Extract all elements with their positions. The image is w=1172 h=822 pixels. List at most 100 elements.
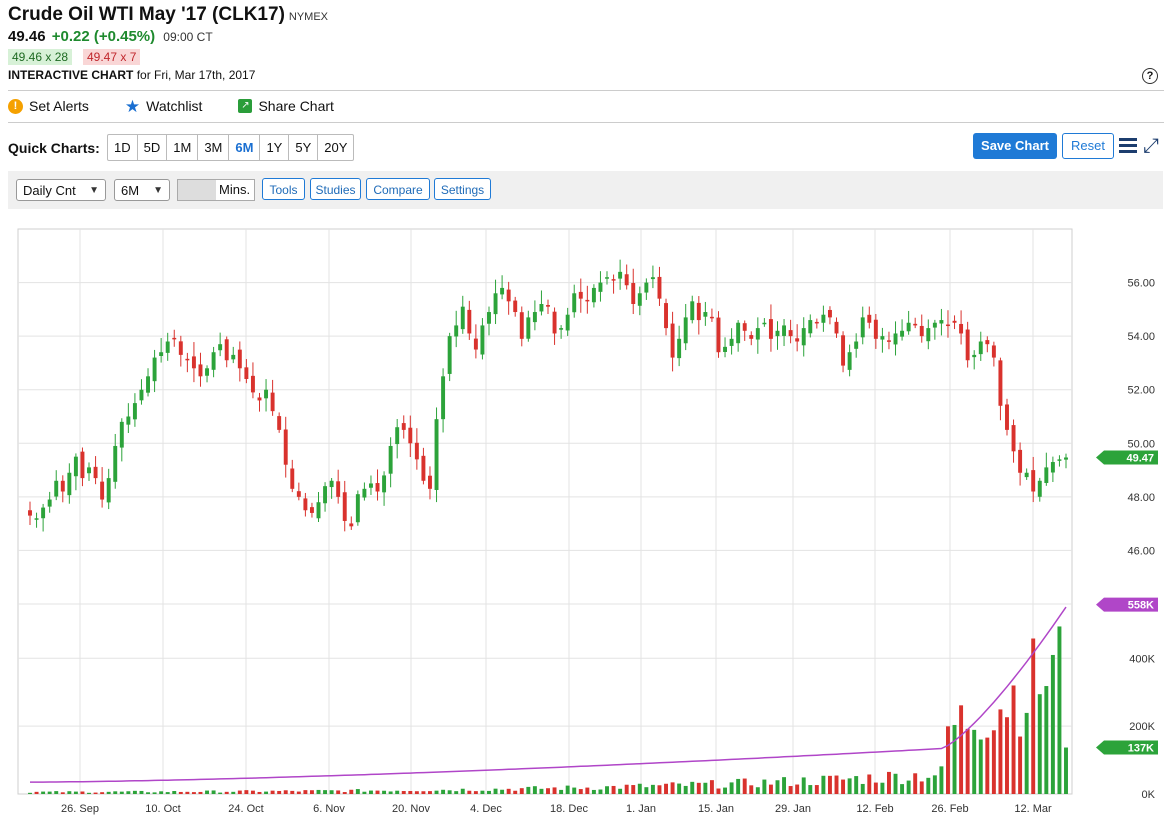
volume-bar (211, 790, 216, 794)
candle-body (841, 335, 846, 366)
volume-bar (598, 789, 603, 794)
volume-bar (73, 791, 78, 794)
candle-body (441, 376, 446, 420)
candle-body (847, 352, 852, 370)
volume-bar (893, 773, 898, 794)
range-button-5y[interactable]: 5Y (289, 135, 319, 160)
save-chart-button[interactable]: Save Chart (973, 133, 1057, 159)
volume-bar (126, 791, 131, 794)
volume-bar (827, 775, 832, 794)
volume-bar (336, 790, 341, 794)
volume-bar (113, 791, 118, 794)
alert-icon: ! (8, 98, 23, 114)
candle-body (119, 421, 124, 448)
volume-bar (736, 778, 741, 794)
volume-bar (841, 779, 846, 794)
price-chart[interactable]: 26. Sep 10. Oct 24. Oct 6. Nov 20. Nov 4. Dec… (0, 220, 1172, 820)
volume-bar (172, 791, 177, 794)
candle-body (546, 305, 550, 307)
volume-bar (965, 728, 970, 794)
candle-body (860, 317, 865, 338)
candle-body (900, 330, 905, 337)
volume-bar (493, 788, 498, 794)
reset-button[interactable]: Reset (1062, 133, 1114, 159)
interval-input[interactable]: Mins. (177, 179, 255, 201)
candle-body (231, 354, 236, 360)
candle-body (703, 312, 708, 317)
y-tick-label: 48.00 (1127, 492, 1155, 504)
range-button-1d[interactable]: 1D (108, 135, 138, 160)
volume-bar (441, 789, 446, 794)
set-alerts-button[interactable]: ! Set Alerts (8, 98, 89, 114)
volume-bar (519, 788, 524, 794)
volume-bar (428, 791, 432, 794)
candle-body (978, 341, 983, 355)
candle-body (1057, 459, 1062, 461)
volume-bar (218, 792, 223, 794)
volume-bar (611, 785, 616, 794)
range-button-6m[interactable]: 6M (229, 135, 261, 160)
chart-type-select[interactable]: Daily Cnt ▼ (16, 179, 106, 201)
studies-button[interactable]: Studies (310, 178, 361, 200)
volume-bar (47, 791, 52, 794)
candle-body (565, 314, 570, 331)
range-button-1m[interactable]: 1M (167, 135, 199, 160)
candle-body (73, 456, 78, 477)
volume-bar (408, 790, 413, 794)
settings-button[interactable]: Settings (434, 178, 491, 200)
tools-button[interactable]: Tools (262, 178, 305, 200)
share-label: Share Chart (258, 98, 334, 114)
candle-body (965, 329, 970, 361)
volume-bar (329, 790, 334, 794)
range-button-3m[interactable]: 3M (198, 135, 230, 160)
volume-bar (480, 790, 485, 794)
candle-body (742, 323, 747, 331)
candle-body (1050, 462, 1055, 473)
volume-bar (421, 791, 426, 794)
candle-body (460, 306, 465, 330)
range-button-20y[interactable]: 20Y (324, 140, 348, 155)
volume-bar (60, 792, 65, 794)
candle-body (257, 397, 262, 401)
candle-body (447, 336, 452, 374)
candle-body (487, 312, 491, 324)
help-icon[interactable]: ? (1142, 68, 1158, 84)
candle-body (572, 293, 577, 313)
volume-bar (808, 785, 813, 794)
volume-bar (709, 780, 714, 794)
candle-body (54, 480, 59, 497)
candle-body (428, 475, 432, 489)
candle-body (80, 451, 85, 479)
watchlist-button[interactable]: ★ Watchlist (125, 98, 203, 115)
volume-bar (270, 790, 275, 794)
volume-bar (690, 781, 695, 794)
interval-field[interactable] (178, 180, 216, 200)
range-button-1y[interactable]: 1Y (260, 135, 290, 160)
candle-body (893, 333, 898, 345)
candle-body (618, 271, 623, 279)
candle-body (998, 360, 1003, 406)
expand-icon[interactable]: ⤢ (1143, 135, 1159, 157)
period-select[interactable]: 6M ▼ (114, 179, 170, 201)
volume-bar (132, 790, 137, 794)
volume-bar (80, 791, 85, 794)
share-chart-button[interactable]: ↗ Share Chart (238, 98, 334, 114)
compare-button[interactable]: Compare (366, 178, 430, 200)
volume-bar (368, 790, 373, 794)
volume-bar (165, 792, 170, 794)
candle-body (591, 287, 596, 303)
range-button-5d[interactable]: 5D (138, 135, 168, 160)
volume-bar (290, 790, 295, 794)
quick-charts-group: 1D 5D 1M 3M 6M 1Y 5Y 20Y (107, 134, 355, 161)
volume-bar (342, 792, 347, 794)
candle-body (782, 325, 787, 336)
candle-body (146, 376, 150, 393)
volume-bar (683, 785, 688, 794)
menu-icon[interactable] (1119, 138, 1137, 156)
candle-body (578, 291, 583, 299)
candle-body (139, 389, 144, 401)
volume-bar (159, 791, 164, 794)
candle-body (1024, 472, 1029, 478)
volume-bar (205, 790, 210, 794)
x-tick-label: 26. Sep (61, 803, 99, 815)
